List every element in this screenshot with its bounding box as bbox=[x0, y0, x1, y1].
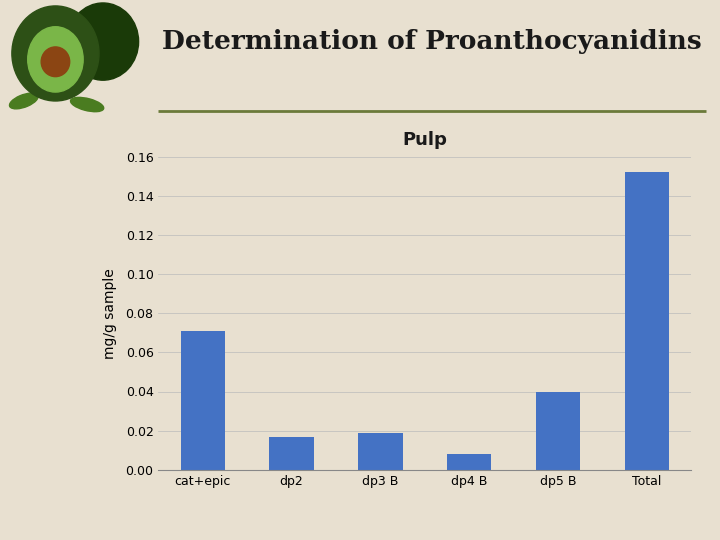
Title: Pulp: Pulp bbox=[402, 131, 447, 150]
Ellipse shape bbox=[12, 6, 99, 101]
Ellipse shape bbox=[71, 97, 104, 112]
Bar bbox=[181, 331, 225, 470]
Ellipse shape bbox=[9, 93, 38, 109]
Bar bbox=[624, 172, 669, 470]
Ellipse shape bbox=[68, 3, 139, 80]
Ellipse shape bbox=[41, 47, 70, 77]
Text: Determination of Proanthocyanidins: Determination of Proanthocyanidins bbox=[162, 29, 702, 54]
Ellipse shape bbox=[27, 26, 84, 92]
Y-axis label: mg/g sample: mg/g sample bbox=[103, 268, 117, 359]
Bar bbox=[536, 392, 580, 470]
Bar bbox=[269, 436, 314, 470]
Bar bbox=[359, 433, 402, 470]
Bar bbox=[447, 454, 491, 470]
